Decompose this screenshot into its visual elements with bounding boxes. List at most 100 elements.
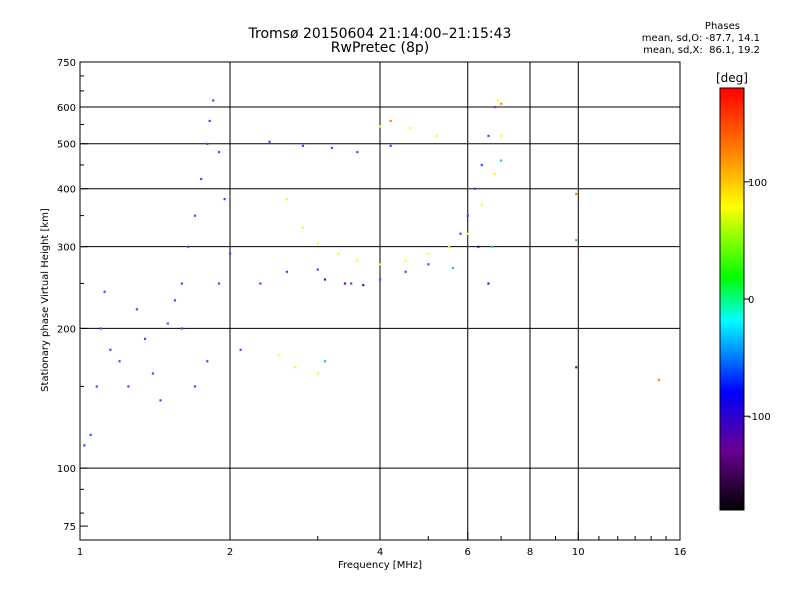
- x-tick-label: 10: [572, 547, 585, 558]
- data-point: [277, 354, 280, 357]
- data-point: [180, 327, 183, 330]
- colorbar-label: [deg]: [716, 71, 748, 85]
- data-point: [293, 366, 297, 369]
- y-axis-label: Stationary phase Virtual Height [km]: [40, 208, 51, 392]
- data-point: [268, 140, 271, 143]
- data-point: [83, 444, 86, 447]
- data-point: [496, 99, 500, 102]
- data-point: [206, 360, 209, 363]
- data-point: [356, 259, 359, 262]
- x-tick-label: 16: [674, 547, 687, 558]
- data-point: [657, 378, 660, 381]
- data-point: [212, 99, 215, 102]
- data-point: [379, 263, 382, 266]
- data-point: [151, 372, 155, 375]
- data-point: [404, 259, 407, 262]
- y-tick-label: 600: [57, 103, 76, 114]
- data-point: [301, 226, 305, 229]
- colorbar: [719, 87, 745, 511]
- data-point: [239, 348, 242, 351]
- chart-title: Tromsø 20150604 21:14:00–21:15:43: [248, 26, 512, 42]
- data-point: [379, 278, 382, 281]
- data-point: [500, 159, 503, 162]
- data-point: [500, 134, 503, 138]
- data-point: [500, 102, 503, 105]
- y-tick-label: 500: [57, 140, 76, 151]
- data-point: [490, 245, 493, 248]
- data-point: [409, 127, 412, 130]
- data-point: [127, 385, 130, 388]
- colorbar-ticks: -100 0 100: [744, 178, 771, 423]
- data-point: [285, 198, 288, 201]
- data-point: [487, 134, 490, 138]
- data-point: [575, 239, 578, 242]
- data-point: [350, 282, 353, 285]
- data-point: [379, 125, 382, 128]
- data-point: [193, 385, 197, 388]
- data-point: [217, 282, 221, 285]
- plot-grid: [80, 62, 680, 540]
- data-point: [166, 322, 169, 325]
- data-point: [206, 142, 209, 145]
- data-point: [493, 173, 497, 176]
- phase-stats-o: mean, sd,O: -87.7, 14.1: [641, 33, 760, 44]
- phase-stats-x: mean, sd,X: 86.1, 19.2: [643, 45, 760, 56]
- data-point: [89, 433, 92, 436]
- data-point: [477, 245, 480, 248]
- data-point: [103, 290, 106, 293]
- data-point: [316, 372, 319, 375]
- data-point: [404, 270, 407, 273]
- y-tick-label: 400: [57, 185, 76, 196]
- colorbar-tick-label: 100: [748, 178, 767, 189]
- chart-subtitle: RwPretec (8p): [330, 40, 430, 56]
- data-point: [208, 119, 211, 123]
- data-point: [187, 245, 190, 248]
- data-point: [435, 134, 438, 138]
- data-point: [362, 284, 365, 287]
- data-point: [316, 268, 319, 271]
- axes-ticks: 1 2 4 6 8 10 16 75 100 200 300 400 500 600 750: [57, 58, 686, 558]
- y-tick-label: 300: [57, 243, 76, 254]
- y-tick-label: 75: [63, 522, 76, 533]
- data-point: [217, 150, 221, 154]
- data-point: [159, 399, 162, 402]
- data-point: [451, 266, 455, 270]
- data-point: [389, 144, 392, 147]
- data-point: [427, 252, 430, 255]
- data-point: [180, 282, 183, 285]
- x-tick-label: 1: [77, 547, 83, 558]
- data-point: [323, 360, 327, 363]
- colorbar-tick-label: -100: [748, 412, 771, 423]
- data-point: [259, 282, 262, 285]
- data-point: [389, 119, 392, 123]
- x-tick-label: 8: [527, 547, 533, 558]
- data-point: [95, 385, 98, 388]
- data-point: [330, 146, 333, 149]
- data-point: [480, 163, 483, 167]
- x-axis-label: Frequency [MHz]: [338, 560, 422, 571]
- data-point: [200, 177, 203, 181]
- x-tick-label: 4: [377, 547, 383, 558]
- data-point: [118, 360, 121, 363]
- data-point: [466, 214, 469, 217]
- data-point: [135, 308, 138, 311]
- data-point: [337, 252, 340, 255]
- data-point: [343, 282, 347, 285]
- data-point: [575, 366, 578, 369]
- y-tick-label: 100: [57, 464, 76, 475]
- data-point: [466, 232, 469, 235]
- y-tick-label: 750: [57, 58, 76, 69]
- x-tick-label: 6: [465, 547, 471, 558]
- data-point: [173, 299, 177, 302]
- data-point: [487, 282, 490, 285]
- data-point: [301, 144, 305, 147]
- data-point: [229, 252, 232, 255]
- data-point: [193, 214, 197, 217]
- data-point: [493, 105, 497, 109]
- data-point: [473, 187, 477, 190]
- data-point: [316, 242, 319, 245]
- data-point: [427, 263, 430, 266]
- y-tick-label: 200: [57, 324, 76, 335]
- data-point: [480, 203, 483, 206]
